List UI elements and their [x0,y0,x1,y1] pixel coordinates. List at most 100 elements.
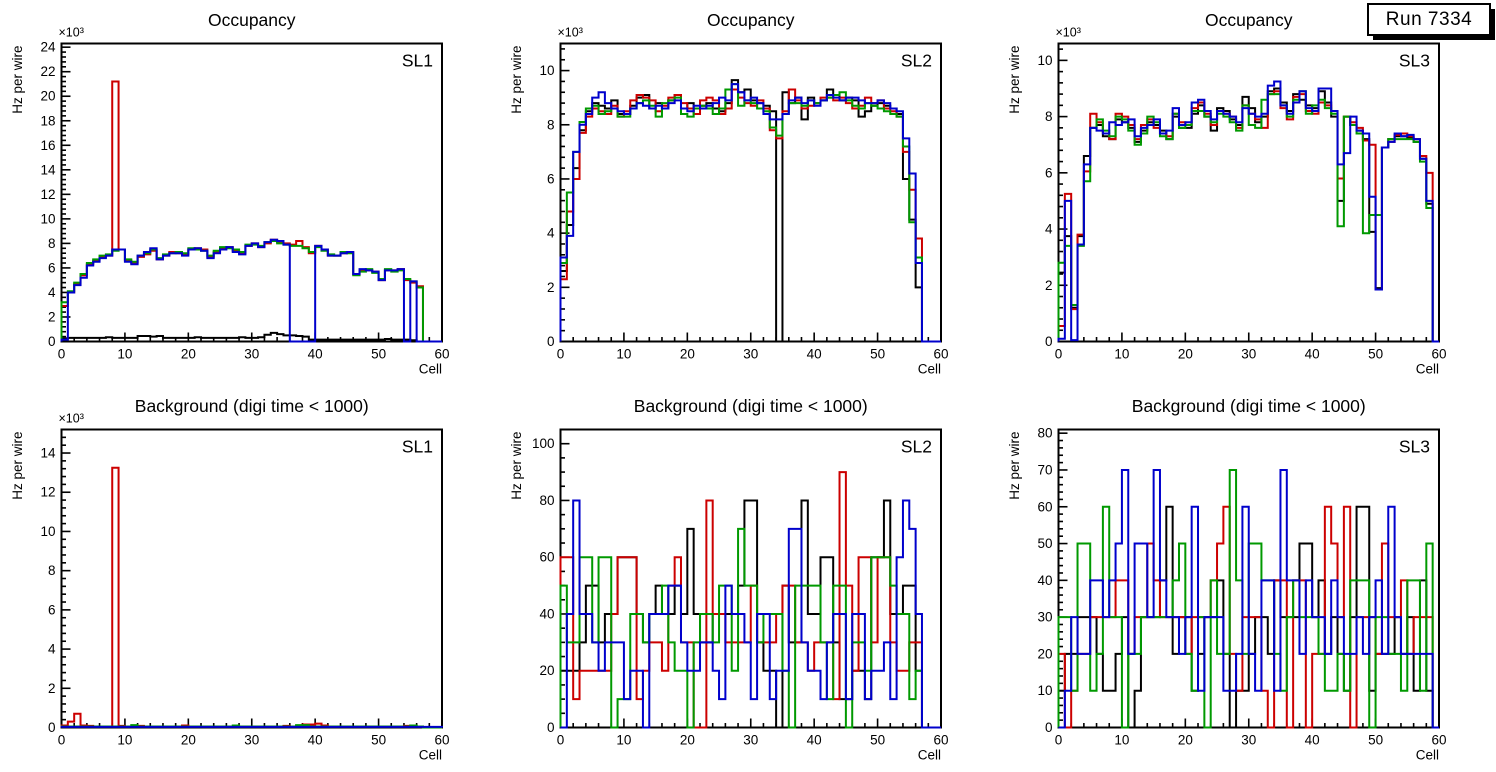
svg-text:Hz per wire: Hz per wire [10,46,25,114]
svg-text:10: 10 [1037,683,1052,698]
svg-text:14: 14 [40,446,56,461]
svg-text:40: 40 [807,347,822,362]
occupancy-sl3-chart: 0 10 20 30 40 50 60 0 2 4 6 8 10 Occupancy SL3 ×10³ Hz p… [1007,10,1447,377]
svg-text:6: 6 [1045,165,1053,180]
svg-text:2: 2 [547,280,555,295]
svg-text:40: 40 [807,733,822,748]
svg-text:6: 6 [48,602,56,617]
svg-text:24: 24 [40,40,56,55]
svg-text:×10³: ×10³ [59,412,84,426]
svg-text:50: 50 [371,733,386,748]
svg-text:30: 30 [1241,733,1256,748]
svg-text:40: 40 [1037,573,1052,588]
svg-text:0: 0 [48,334,56,349]
svg-text:Hz per wire: Hz per wire [1007,46,1022,114]
svg-text:10: 10 [40,524,55,539]
svg-text:Background (digi time < 1000): Background (digi time < 1000) [634,396,868,416]
svg-text:0: 0 [547,720,555,735]
svg-text:60: 60 [434,733,449,748]
svg-text:40: 40 [1305,733,1320,748]
svg-text:0: 0 [1045,334,1053,349]
svg-text:20: 20 [1178,347,1193,362]
run-number-badge: Run 7334 [1367,3,1491,36]
svg-text:60: 60 [434,347,449,362]
background-sl3-chart: 0 10 20 30 40 50 60 0 10 20 30 40 50 60 70 80 Background… [1007,396,1447,763]
svg-text:0: 0 [1055,347,1063,362]
svg-text:Hz per wire: Hz per wire [10,432,25,500]
svg-text:20: 20 [1037,646,1052,661]
svg-text:18: 18 [40,113,55,128]
svg-text:Cell: Cell [419,362,442,377]
svg-text:2: 2 [48,309,56,324]
svg-text:0: 0 [557,733,565,748]
svg-text:50: 50 [1037,536,1052,551]
svg-text:12: 12 [40,485,55,500]
svg-text:30: 30 [743,733,758,748]
svg-text:4: 4 [48,285,56,300]
pad-occupancy-sl1: 0 10 20 30 40 50 60 0 2 4 6 8 10 12 14 16 18 20 22 24 Occupa… [0,0,499,386]
svg-text:10: 10 [616,347,631,362]
svg-text:10: 10 [616,733,631,748]
svg-text:10: 10 [117,347,132,362]
svg-text:4: 4 [1045,222,1053,237]
svg-text:10: 10 [117,733,132,748]
svg-text:Cell: Cell [918,362,941,377]
svg-text:0: 0 [557,347,565,362]
svg-text:10: 10 [1114,347,1129,362]
svg-text:8: 8 [1045,109,1053,124]
svg-text:80: 80 [539,493,554,508]
svg-text:×10³: ×10³ [1056,26,1081,40]
svg-text:SL3: SL3 [1399,51,1430,71]
svg-text:70: 70 [1037,462,1052,477]
svg-text:0: 0 [547,334,555,349]
svg-text:30: 30 [244,347,259,362]
svg-text:10: 10 [1037,53,1052,68]
pad-background-sl3: 0 10 20 30 40 50 60 0 10 20 30 40 50 60 70 80 Background… [997,386,1496,772]
svg-text:10: 10 [539,63,554,78]
svg-text:40: 40 [1305,347,1320,362]
svg-text:60: 60 [1037,499,1052,514]
svg-text:8: 8 [48,563,56,578]
svg-text:Hz per wire: Hz per wire [1007,432,1022,500]
svg-text:Cell: Cell [1416,748,1439,763]
svg-text:SL2: SL2 [901,437,932,457]
svg-text:50: 50 [371,347,386,362]
svg-text:Background (digi time < 1000): Background (digi time < 1000) [135,396,369,416]
svg-text:30: 30 [244,733,259,748]
svg-text:60: 60 [933,347,948,362]
svg-text:100: 100 [532,436,555,451]
svg-text:SL1: SL1 [402,51,433,71]
svg-text:20: 20 [181,733,196,748]
svg-text:8: 8 [48,236,56,251]
svg-text:2: 2 [48,681,56,696]
svg-text:20: 20 [181,347,196,362]
svg-text:20: 20 [1178,733,1193,748]
svg-text:60: 60 [1431,347,1446,362]
svg-text:Cell: Cell [419,748,442,763]
svg-text:20: 20 [539,663,554,678]
svg-text:SL3: SL3 [1399,437,1430,457]
svg-text:Cell: Cell [918,748,941,763]
svg-text:60: 60 [933,733,948,748]
run-number-text: Run 7334 [1385,8,1473,30]
svg-text:60: 60 [539,550,554,565]
svg-text:30: 30 [743,347,758,362]
svg-text:Occupancy: Occupancy [707,10,795,30]
background-sl1-chart: 0 10 20 30 40 50 60 0 2 4 6 8 10 12 14 Background (digi… [10,396,450,763]
pad-background-sl1: 0 10 20 30 40 50 60 0 2 4 6 8 10 12 14 Background (digi… [0,386,499,772]
svg-text:Cell: Cell [1416,362,1439,377]
svg-text:80: 80 [1037,426,1052,441]
svg-text:0: 0 [1045,720,1053,735]
svg-text:22: 22 [40,64,55,79]
svg-text:Background (digi time < 1000): Background (digi time < 1000) [1132,396,1366,416]
svg-text:20: 20 [680,733,695,748]
svg-text:SL1: SL1 [402,437,433,457]
svg-text:4: 4 [547,226,555,241]
pad-occupancy-sl3: 0 10 20 30 40 50 60 0 2 4 6 8 10 Occupancy SL3 ×10³ Hz p… [997,0,1496,386]
svg-text:10: 10 [40,211,55,226]
pad-occupancy-sl2: 0 10 20 30 40 50 60 0 2 4 6 8 10 Occupancy SL2 ×10³ Hz p… [499,0,998,386]
svg-text:40: 40 [308,733,323,748]
svg-text:2: 2 [1045,278,1053,293]
svg-text:16: 16 [40,138,55,153]
